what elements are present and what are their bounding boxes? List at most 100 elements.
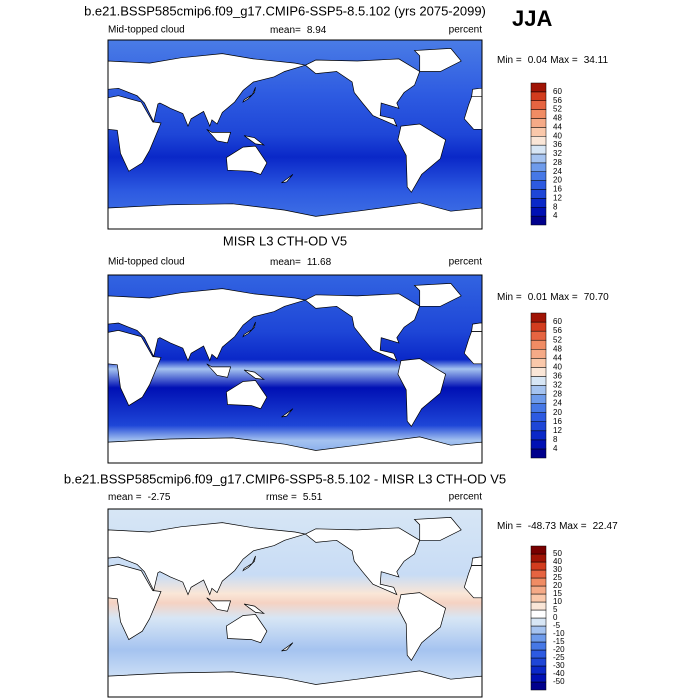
colorbar-label: 15 bbox=[553, 589, 562, 598]
colorbar-box bbox=[530, 412, 547, 422]
land bbox=[304, 527, 421, 596]
colorbar-box bbox=[530, 561, 547, 571]
stat-label: mean= bbox=[270, 257, 301, 268]
colorbar-box bbox=[530, 198, 547, 208]
colorbar-box bbox=[530, 376, 547, 386]
colorbar-label: 40 bbox=[553, 131, 562, 140]
units-label: percent bbox=[449, 25, 483, 36]
stat-label: mean= bbox=[270, 25, 301, 36]
stat-value: 11.68 bbox=[307, 257, 332, 268]
max-value: 34.11 bbox=[584, 55, 609, 66]
colorbar-box bbox=[530, 394, 547, 404]
land bbox=[107, 522, 306, 596]
colorbar-box bbox=[530, 609, 547, 619]
land bbox=[243, 135, 266, 146]
colorbar-label: 12 bbox=[553, 193, 562, 202]
colorbar-box bbox=[530, 657, 547, 667]
season-label: JJA bbox=[512, 6, 552, 31]
colorbar-label: 32 bbox=[553, 149, 562, 158]
colorbar-label: -10 bbox=[553, 629, 565, 638]
land bbox=[397, 358, 447, 428]
land bbox=[226, 380, 268, 410]
colorbar-box bbox=[530, 367, 547, 377]
colorbar-box bbox=[530, 136, 547, 146]
min-value: -48.73 bbox=[528, 521, 557, 532]
land bbox=[281, 408, 294, 418]
colorbar-label: 16 bbox=[553, 417, 562, 426]
land bbox=[242, 87, 256, 103]
stat-label: mean = bbox=[108, 492, 142, 503]
colorbar-label: 48 bbox=[553, 114, 562, 123]
min-label: Min = bbox=[497, 55, 522, 66]
colorbar-box bbox=[530, 91, 547, 101]
panel-title: b.e21.BSSP585cmip6.f09_g17.CMIP6-SSP5-8.… bbox=[84, 3, 486, 18]
land bbox=[206, 597, 232, 612]
map-frame bbox=[107, 274, 483, 464]
colorbar-box bbox=[530, 312, 547, 323]
max-label: Max = bbox=[559, 521, 587, 532]
colorbar-label: 8 bbox=[553, 435, 558, 444]
land bbox=[304, 58, 421, 127]
land bbox=[413, 48, 462, 72]
map-frame bbox=[107, 508, 483, 698]
land bbox=[107, 53, 306, 128]
min-label: Min = bbox=[497, 292, 522, 303]
min-label: Min = bbox=[497, 521, 522, 532]
units-label: percent bbox=[449, 257, 483, 268]
field-label: Mid-topped cloud bbox=[108, 25, 185, 36]
land bbox=[397, 123, 447, 193]
panel-title: MISR L3 CTH-OD V5 bbox=[223, 233, 347, 248]
colorbar-box bbox=[530, 641, 547, 651]
colorbar-box bbox=[530, 585, 547, 595]
max-value: 22.47 bbox=[593, 521, 618, 532]
colorbar-label: 40 bbox=[553, 362, 562, 371]
land bbox=[242, 555, 256, 572]
stat-value: -2.75 bbox=[148, 492, 171, 503]
colorbar-box bbox=[530, 118, 547, 128]
max-value: 70.70 bbox=[584, 292, 609, 303]
colorbar-label: 44 bbox=[553, 122, 562, 131]
min-max: Min = 0.01 Max = 70.70 bbox=[497, 292, 609, 303]
colorbar-label: 28 bbox=[553, 390, 562, 399]
colorbar-box bbox=[530, 545, 547, 555]
land bbox=[226, 145, 268, 175]
land bbox=[304, 293, 421, 362]
colorbar-label: -20 bbox=[553, 645, 565, 654]
min-value: 0.04 bbox=[528, 55, 548, 66]
colorbar-box bbox=[530, 153, 547, 164]
land bbox=[413, 283, 462, 307]
stat-label: rmse = bbox=[266, 492, 297, 503]
colorbar-box bbox=[530, 215, 547, 226]
colorbar-box bbox=[530, 633, 547, 643]
colorbar-box bbox=[530, 673, 547, 683]
units-label: percent bbox=[449, 492, 483, 503]
stat: mean= 11.68 bbox=[270, 257, 332, 268]
colorbar-box bbox=[530, 617, 547, 627]
max-label: Max = bbox=[550, 55, 578, 66]
stat: rmse = 5.51 bbox=[266, 492, 323, 503]
colorbar-label: 20 bbox=[553, 408, 562, 417]
colorbar-box bbox=[530, 593, 547, 603]
land bbox=[107, 288, 306, 362]
land bbox=[107, 330, 162, 407]
colorbar-label: 4 bbox=[553, 211, 558, 220]
colorbar-label: 8 bbox=[553, 202, 558, 211]
colorbar-box bbox=[530, 207, 547, 217]
land bbox=[242, 321, 256, 338]
colorbar-label: 4 bbox=[553, 444, 558, 453]
colorbar-box bbox=[530, 349, 547, 359]
colorbar-label: -30 bbox=[553, 661, 565, 670]
colorbar-box bbox=[530, 127, 547, 137]
land bbox=[281, 174, 294, 184]
colorbar-label: 32 bbox=[553, 381, 562, 390]
colorbar-label: 56 bbox=[553, 96, 562, 105]
land bbox=[413, 517, 462, 541]
colorbar-box bbox=[530, 448, 547, 459]
colorbar-label: 36 bbox=[553, 372, 562, 381]
colorbar-label: 5 bbox=[553, 605, 558, 614]
colorbar-label: 10 bbox=[553, 597, 562, 606]
colorbar-label: 24 bbox=[553, 167, 562, 176]
colorbar-label: 0 bbox=[553, 613, 558, 622]
land bbox=[226, 614, 268, 644]
colorbar-box bbox=[530, 189, 547, 199]
